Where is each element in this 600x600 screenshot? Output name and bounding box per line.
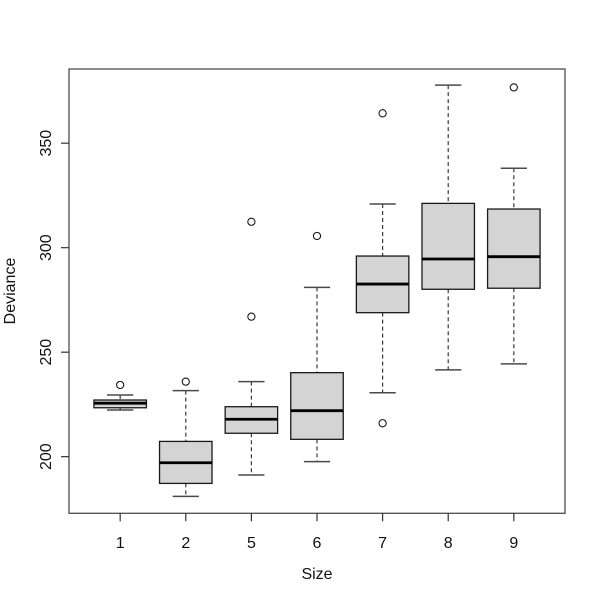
x-tick-label-2: 2 xyxy=(181,535,190,552)
outlier-point xyxy=(247,312,256,321)
x-tick-label-8: 8 xyxy=(444,535,453,552)
outlier-point xyxy=(378,419,387,428)
outlier-point xyxy=(509,83,518,92)
iqr-box xyxy=(290,372,344,440)
iqr-box xyxy=(486,208,541,289)
y-tick-label-1: 250 xyxy=(38,339,55,366)
y-tick-label-2: 300 xyxy=(38,234,55,261)
x-tick-label-9: 9 xyxy=(509,535,518,552)
box-group-size-6 xyxy=(290,231,344,463)
box-group-size-2 xyxy=(158,377,213,498)
outlier-point xyxy=(247,217,256,226)
y-axis-label: Deviance xyxy=(2,257,19,325)
iqr-box xyxy=(421,202,476,290)
x-tick-label-1: 1 xyxy=(116,535,125,552)
outlier-point xyxy=(181,377,190,386)
box-group-size-9 xyxy=(486,83,541,365)
y-tick-label-0: 200 xyxy=(38,443,55,470)
outlier-point xyxy=(312,231,322,241)
box-group-size-8 xyxy=(421,84,476,371)
y-tick-label-3: 350 xyxy=(38,130,55,157)
x-tick-label-5: 5 xyxy=(247,535,256,552)
outlier-point xyxy=(378,109,387,118)
box-group-size-1 xyxy=(93,380,148,411)
outlier-point xyxy=(116,380,125,390)
x-tick-label-7: 7 xyxy=(378,535,387,552)
box-group-size-5 xyxy=(224,217,279,476)
box-group-size-7 xyxy=(355,109,410,428)
x-axis-label: Size xyxy=(301,566,333,583)
x-tick-label-6: 6 xyxy=(313,535,322,552)
